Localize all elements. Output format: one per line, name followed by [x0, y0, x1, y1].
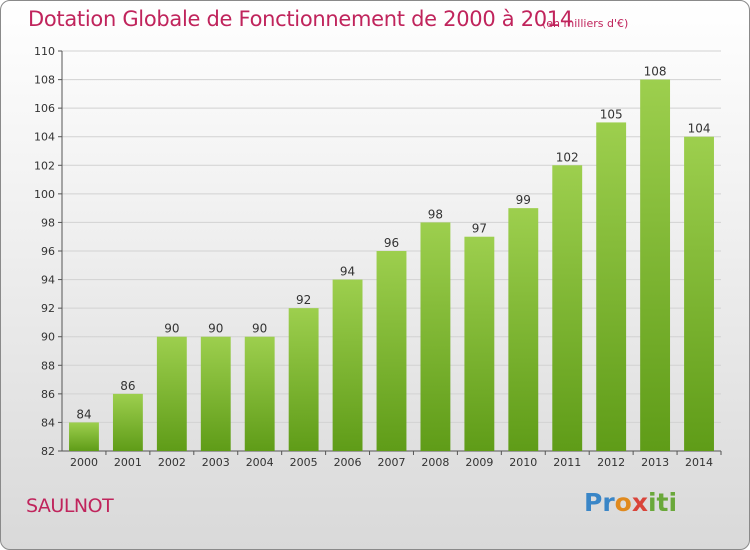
x-tick-label: 2013	[641, 456, 669, 469]
data-label-2000: 84	[76, 407, 91, 421]
data-label-2009: 97	[472, 222, 487, 236]
x-tick-label: 2012	[597, 456, 625, 469]
data-label-2013: 108	[644, 65, 667, 79]
bar-2002	[156, 336, 187, 451]
y-tick-label: 92	[41, 302, 55, 315]
data-label-2001: 86	[120, 379, 135, 393]
y-tick-label: 100	[34, 188, 55, 201]
x-tick-label: 2014	[685, 456, 713, 469]
y-tick-label: 108	[34, 74, 55, 87]
x-tick-label: 2004	[246, 456, 274, 469]
y-tick-label: 84	[41, 416, 55, 429]
y-tick-label: 88	[41, 359, 55, 372]
bar-2007	[376, 251, 407, 451]
y-tick-label: 96	[41, 245, 55, 258]
data-label-2002: 90	[164, 322, 179, 336]
bar-2006	[332, 279, 363, 451]
x-tick-label: 2011	[553, 456, 581, 469]
bar-2001	[112, 393, 143, 451]
x-tick-label: 2005	[290, 456, 318, 469]
data-label-2014: 104	[688, 122, 711, 136]
data-label-2004: 90	[252, 322, 267, 336]
data-label-2012: 105	[600, 107, 623, 121]
x-tick-label: 2006	[334, 456, 362, 469]
bar-2010	[508, 208, 539, 451]
y-tick-label: 110	[34, 45, 55, 58]
bar-2003	[200, 336, 231, 451]
y-tick-label: 102	[34, 159, 55, 172]
data-label-2003: 90	[208, 322, 223, 336]
x-tick-label: 2010	[509, 456, 537, 469]
data-label-2006: 94	[340, 265, 355, 279]
x-tick-label: 2007	[378, 456, 406, 469]
bar-2009	[464, 236, 495, 451]
bar-2012	[596, 122, 627, 451]
y-tick-label: 82	[41, 445, 55, 458]
x-tick-label: 2001	[114, 456, 142, 469]
bar-2004	[244, 336, 275, 451]
y-tick-label: 94	[41, 274, 55, 287]
chart-subtitle: (en milliers d'€)	[542, 17, 629, 30]
chart-title: Dotation Globale de Fonctionnement de 20…	[28, 7, 573, 31]
data-label-2007: 96	[384, 236, 399, 250]
commune-name: SAULNOT	[26, 495, 114, 517]
proxiti-logo[interactable]: Proxiti	[584, 488, 678, 517]
x-tick-label: 2008	[421, 456, 449, 469]
x-tick-label: 2000	[70, 456, 98, 469]
bar-2008	[420, 222, 451, 451]
y-tick-label: 106	[34, 102, 55, 115]
bar-2005	[288, 308, 319, 451]
data-label-2008: 98	[428, 207, 443, 221]
data-label-2011: 102	[556, 150, 579, 164]
y-tick-label: 104	[34, 131, 55, 144]
bar-2000	[69, 422, 99, 451]
bar-2011	[552, 165, 583, 452]
y-tick-label: 98	[41, 216, 55, 229]
bars	[69, 79, 714, 452]
x-tick-label: 2003	[202, 456, 230, 469]
data-label-2005: 92	[296, 293, 311, 307]
x-tick-label: 2009	[465, 456, 493, 469]
bar-2013	[640, 79, 671, 452]
y-tick-label: 90	[41, 331, 55, 344]
bar-2014	[684, 136, 714, 451]
y-tick-label: 86	[41, 388, 55, 401]
data-labels: 84 86 90 90 90 92 94 96 98 97 99 102 105 108 104	[76, 65, 710, 422]
data-label-2010: 99	[516, 193, 531, 207]
x-tick-label: 2002	[158, 456, 186, 469]
